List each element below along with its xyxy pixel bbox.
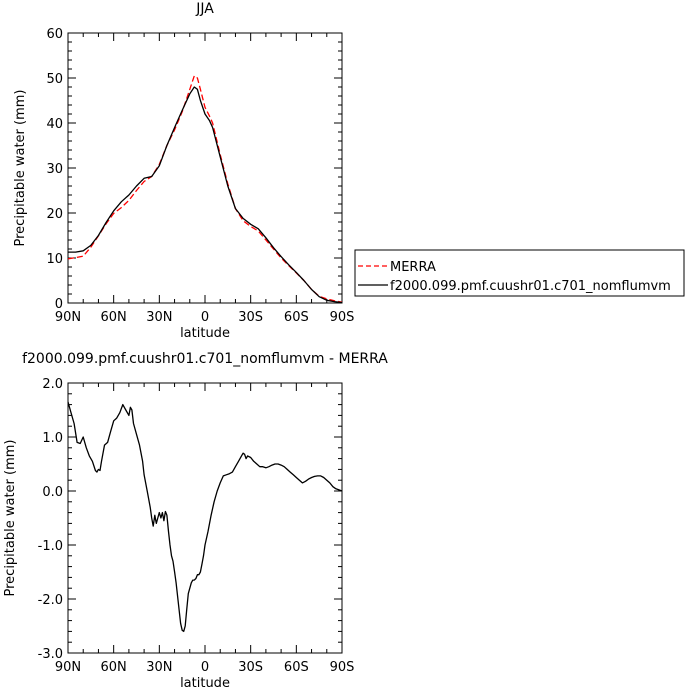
plot-frame xyxy=(67,32,343,304)
y-tick-label: 50 xyxy=(46,72,63,87)
x-tick-label: 30S xyxy=(238,310,263,325)
x-tick-label: 60S xyxy=(284,660,309,675)
legend-box xyxy=(354,249,685,297)
x-axis-label: latitude xyxy=(180,326,230,341)
x-tick-label: 0 xyxy=(201,310,209,325)
x-tick-label: 60N xyxy=(101,660,127,675)
x-tick-label: 90N xyxy=(55,310,81,325)
bottom-panel-difference: 90N 60N 30N 0 30S 60S 90S -3.0 -2.0 -1.0 0.0 1.0 2.0… xyxy=(3,351,388,691)
y-tick-label: 0 xyxy=(55,297,63,312)
y-axis-label: Precipitable water (mm) xyxy=(3,440,18,597)
series-line-0 xyxy=(67,401,343,633)
y-tick-label: -1.0 xyxy=(38,539,63,554)
x-tick-label: 90S xyxy=(330,660,355,675)
legend-label-model: f2000.099.pmf.cuushr01.c701_nomflumvm xyxy=(390,279,671,294)
y-tick-label: 2.0 xyxy=(42,377,63,392)
x-tick-label: 90S xyxy=(330,310,355,325)
x-tick-label: 30S xyxy=(238,660,263,675)
x-tick-label: 30N xyxy=(146,310,172,325)
chart-title: f2000.099.pmf.cuushr01.c701_nomflumvm - … xyxy=(22,351,388,367)
y-tick-label: 10 xyxy=(46,252,63,267)
series-line-1 xyxy=(68,86,343,304)
x-tick-label: 30N xyxy=(146,660,172,675)
x-tick-label: 60S xyxy=(284,310,309,325)
top-panel-precipitable-water: 90N 60N 30N 0 30S 60S 90S 0 10 20 30 40 50 60 JJA latit… xyxy=(13,1,354,341)
y-tick-label: 40 xyxy=(46,117,63,132)
series-line-0 xyxy=(67,75,343,303)
y-axis-label: Precipitable water (mm) xyxy=(13,90,28,247)
x-tick-label: 90N xyxy=(55,660,81,675)
chart-title: JJA xyxy=(195,1,214,17)
x-tick-label: 0 xyxy=(201,660,209,675)
x-tick-label: 60N xyxy=(101,310,127,325)
y-tick-label: 20 xyxy=(46,207,63,222)
y-tick-label: -3.0 xyxy=(38,647,63,662)
plot-frame xyxy=(67,382,343,654)
y-tick-label: 0.0 xyxy=(42,485,63,500)
y-tick-label: 30 xyxy=(46,162,63,177)
legend: MERRA f2000.099.pmf.cuushr01.c701_nomflu… xyxy=(354,249,685,297)
y-tick-label: 60 xyxy=(46,27,63,42)
legend-label-merra: MERRA xyxy=(390,260,436,275)
x-axis-label: latitude xyxy=(180,676,230,691)
y-tick-label: -2.0 xyxy=(38,593,63,608)
y-tick-label: 1.0 xyxy=(42,431,63,446)
